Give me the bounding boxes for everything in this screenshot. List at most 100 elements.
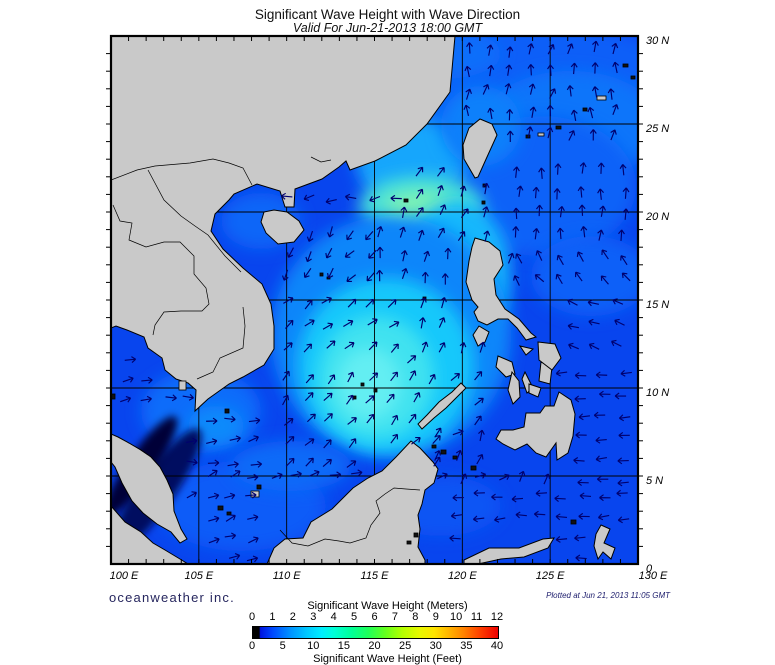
wave-direction-arrow [566, 85, 574, 97]
wave-direction-arrow [322, 322, 334, 330]
wave-direction-arrow [347, 298, 357, 308]
lon-label: 130 E [638, 570, 668, 582]
landmass [417, 382, 467, 430]
wave-direction-arrow [376, 246, 384, 259]
wave-direction-arrow [567, 43, 574, 55]
wave-direction-arrow [248, 417, 261, 425]
wave-direction-arrow [611, 42, 619, 55]
wave-direction-arrow [574, 372, 587, 380]
feet-tick-label: 35 [460, 640, 473, 652]
wave-direction-arrow [558, 205, 565, 218]
feet-tick-label: 10 [307, 640, 320, 652]
wave-direction-arrow [591, 86, 599, 98]
small-island [537, 132, 545, 137]
wave-direction-arrow [323, 413, 333, 422]
wave-direction-arrow [287, 247, 294, 258]
wave-direction-arrow [578, 204, 586, 216]
meters-tick-label: 6 [371, 611, 378, 623]
landmass [537, 341, 562, 371]
wave-direction-arrow [518, 470, 526, 482]
wave-direction-arrow [487, 64, 495, 77]
wave-direction-arrow [390, 194, 402, 202]
wave-direction-arrow [224, 492, 236, 500]
wave-direction-arrow [437, 227, 445, 238]
wave-direction-arrow [441, 273, 449, 285]
wave-direction-arrow [554, 163, 562, 175]
wave-direction-arrow [444, 247, 452, 260]
small-island [570, 519, 577, 525]
wave-direction-arrow [474, 472, 487, 479]
small-island [403, 198, 409, 203]
wave-direction-arrow [365, 298, 375, 308]
wave-direction-arrow [227, 461, 239, 468]
small-island [596, 95, 607, 101]
wave-direction-arrow [450, 512, 463, 520]
wave-direction-arrow [579, 162, 587, 174]
wave-direction-arrow [532, 228, 540, 240]
wave-direction-arrow [303, 194, 315, 202]
landmass [111, 36, 456, 413]
wave-direction-arrow [617, 479, 629, 487]
wave-direction-arrow [577, 479, 589, 487]
wave-direction-arrow [423, 250, 431, 262]
wave-direction-arrow [607, 88, 615, 100]
wave-height-colorbar [252, 626, 499, 639]
wave-direction-arrow [499, 473, 510, 481]
lat-label: 20 N [646, 211, 670, 223]
wave-direction-arrow [432, 434, 441, 445]
wave-direction-arrow [597, 513, 610, 521]
wave-direction-arrow [593, 411, 606, 419]
wave-direction-arrow [290, 470, 302, 478]
wave-direction-arrow [400, 206, 408, 219]
country-border [128, 442, 149, 456]
wave-direction-arrow [387, 299, 397, 308]
map-frame [109, 34, 640, 566]
small-island [178, 380, 187, 391]
wave-direction-arrow [587, 107, 595, 119]
landmass [266, 440, 439, 564]
wave-direction-arrow [547, 43, 555, 55]
wave-direction-arrow [474, 415, 482, 426]
small-island [111, 393, 116, 400]
wave-direction-arrow [546, 104, 554, 117]
lon-label: 105 E [184, 570, 214, 582]
wave-direction-arrow [466, 42, 473, 54]
wave-direction-arrow [482, 206, 490, 218]
wave-direction-arrow [516, 185, 524, 197]
wave-direction-arrow [326, 267, 334, 279]
wave-direction-arrow [343, 319, 354, 327]
wave-direction-arrow [165, 394, 177, 402]
wave-direction-arrow [472, 515, 485, 523]
wave-direction-arrow [535, 204, 543, 217]
wave-map-canvas [106, 34, 643, 566]
wave-direction-arrow [459, 185, 467, 197]
wave-direction-arrow [595, 436, 607, 444]
wave-direction-arrow [399, 226, 406, 238]
landmass [462, 118, 498, 179]
wave-direction-arrow [580, 226, 588, 238]
wave-direction-arrow [305, 457, 314, 467]
wave-direction-arrow [285, 435, 295, 445]
wave-direction-arrow [612, 61, 619, 74]
wave-direction-arrow [486, 44, 494, 56]
landmass [495, 391, 576, 461]
wave-direction-arrow [390, 343, 399, 353]
wave-direction-arrow [597, 188, 604, 200]
wave-direction-arrow [589, 129, 597, 141]
wave-direction-arrow [346, 274, 357, 283]
wave-direction-arrow [567, 298, 578, 306]
landmass [260, 209, 305, 245]
country-border [310, 156, 332, 163]
wave-direction-arrow [325, 247, 333, 259]
wave-direction-arrow [614, 318, 625, 326]
wave-direction-arrow [527, 43, 535, 55]
small-island [452, 455, 458, 460]
wave-direction-arrow [610, 129, 617, 141]
wave-direction-arrow [535, 489, 548, 497]
wave-direction-arrow [366, 413, 375, 424]
wave-direction-arrow [556, 254, 564, 266]
wave-direction-arrow [476, 453, 484, 465]
wave-direction-arrow [247, 514, 259, 521]
wave-direction-arrow [578, 413, 591, 421]
